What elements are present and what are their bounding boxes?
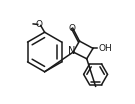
Text: OH: OH — [99, 44, 112, 53]
Text: O: O — [36, 20, 43, 29]
Text: O: O — [68, 24, 75, 33]
Text: N: N — [68, 46, 75, 56]
